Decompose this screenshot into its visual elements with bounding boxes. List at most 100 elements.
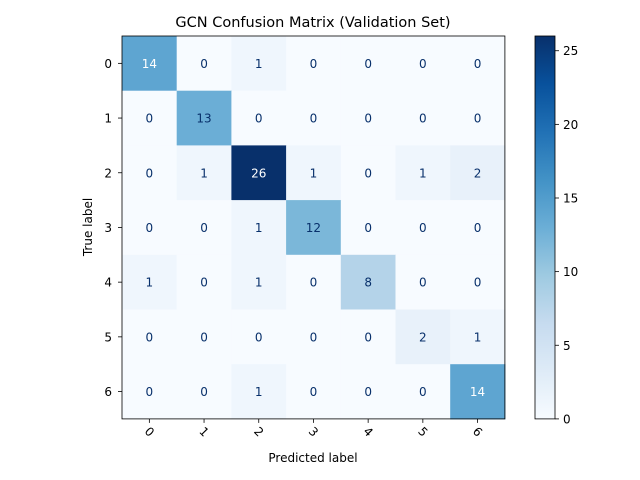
heatmap-cell (231, 36, 287, 92)
cell-value-label: 1 (255, 221, 263, 235)
heatmap-cell (122, 145, 178, 201)
heatmap-cell (122, 36, 178, 92)
cell-value-label: 0 (200, 330, 208, 344)
heatmap-cell (231, 200, 287, 256)
heatmap-cell (450, 364, 506, 420)
heatmap-cell (286, 145, 342, 201)
cell-value-label: 14 (470, 385, 485, 399)
cell-value-label: 0 (364, 221, 372, 235)
cell-value-label: 0 (419, 385, 427, 399)
cell-value-label: 13 (196, 112, 211, 126)
heatmap-cell (286, 254, 342, 310)
colorbar-tick-label: 5 (563, 339, 571, 353)
y-tick-label: 6 (104, 385, 112, 399)
cell-value-label: 0 (364, 166, 372, 180)
heatmap-cell (122, 254, 178, 310)
cell-value-label: 0 (310, 112, 318, 126)
cell-value-label: 0 (419, 221, 427, 235)
heatmap-cell (176, 90, 232, 146)
cell-value-label: 14 (142, 57, 157, 71)
colorbar-tick-label: 0 (563, 412, 571, 426)
cell-value-label: 2 (419, 330, 427, 344)
cell-value-label: 0 (419, 112, 427, 126)
cell-value-label: 0 (364, 330, 372, 344)
y-tick-label: 5 (104, 330, 112, 344)
cell-value-label: 0 (474, 112, 482, 126)
heatmap-cell (450, 200, 506, 256)
heatmap-cell (231, 309, 287, 365)
colorbar: 0 5 10 15 20 25 (534, 35, 578, 426)
heatmap-cell (395, 364, 451, 420)
cell-value-label: 0 (474, 221, 482, 235)
heatmap-cell (176, 364, 232, 420)
heatmap-cell (395, 200, 451, 256)
heatmap-cell (286, 309, 342, 365)
colorbar-tick-label: 25 (563, 44, 578, 58)
heatmap-cell (231, 364, 287, 420)
y-axis-label: True label (81, 198, 95, 257)
x-tick-label: 4 (360, 424, 375, 439)
heatmap-cell (450, 36, 506, 92)
cell-value-label: 12 (306, 221, 321, 235)
heatmap-cell (176, 200, 232, 256)
heatmap-cell (340, 90, 396, 146)
heatmap-cell (395, 36, 451, 92)
cell-value-label: 0 (255, 112, 263, 126)
cell-value-label: 0 (200, 57, 208, 71)
heatmap-cell (286, 364, 342, 420)
cell-value-label: 1 (200, 166, 208, 180)
cell-value-label: 0 (474, 57, 482, 71)
heatmap-cell (176, 309, 232, 365)
cell-value-label: 1 (146, 276, 154, 290)
heatmap-cell (286, 200, 342, 256)
x-tick-label: 3 (306, 424, 321, 439)
heatmap-cell (176, 145, 232, 201)
cell-value-label: 0 (419, 57, 427, 71)
cell-value-label: 2 (474, 166, 482, 180)
x-axis: 0 1 2 3 4 5 6 (142, 418, 485, 440)
cell-value-label: 1 (255, 57, 263, 71)
cell-value-label: 0 (146, 112, 154, 126)
cell-value-label: 0 (364, 57, 372, 71)
colorbar-tick-label: 20 (563, 118, 578, 132)
heatmap-cell (395, 254, 451, 310)
heatmap-cell (450, 254, 506, 310)
y-tick-label: 3 (104, 221, 112, 235)
heatmap-cell (340, 364, 396, 420)
cell-value-label: 26 (251, 166, 266, 180)
heatmap-cell (231, 145, 287, 201)
x-tick-label: 5 (415, 424, 430, 439)
cell-value-label: 0 (310, 57, 318, 71)
cell-value-label: 0 (364, 112, 372, 126)
heatmap-cell (340, 145, 396, 201)
heatmap-cell (450, 145, 506, 201)
cell-value-label: 0 (200, 385, 208, 399)
heatmap-cell (176, 36, 232, 92)
cell-value-label: 0 (419, 276, 427, 290)
heatmap-cell (395, 90, 451, 146)
heatmap-cell (450, 90, 506, 146)
heatmap-cell (122, 200, 178, 256)
cell-value-label: 1 (255, 385, 263, 399)
heatmap-cell (176, 254, 232, 310)
cell-value-label: 0 (474, 276, 482, 290)
heatmap-cell (231, 254, 287, 310)
x-axis-label: Predicted label (268, 451, 357, 465)
heatmap-cell (340, 309, 396, 365)
cell-value-label: 1 (474, 330, 482, 344)
cell-value-label: 1 (310, 166, 318, 180)
y-tick-label: 2 (104, 166, 112, 180)
cell-value-label: 0 (310, 385, 318, 399)
y-axis: 0 1 2 3 4 5 6 (104, 57, 122, 399)
heatmap-cell (395, 145, 451, 201)
cell-value-label: 0 (146, 221, 154, 235)
x-tick-label: 6 (470, 424, 485, 439)
cell-value-label: 8 (364, 276, 372, 290)
cell-value-label: 1 (419, 166, 427, 180)
cell-value-label: 0 (146, 330, 154, 344)
cell-value-label: 0 (364, 385, 372, 399)
y-tick-label: 1 (104, 112, 112, 126)
cell-value-label: 0 (255, 330, 263, 344)
heatmap-cell (395, 309, 451, 365)
